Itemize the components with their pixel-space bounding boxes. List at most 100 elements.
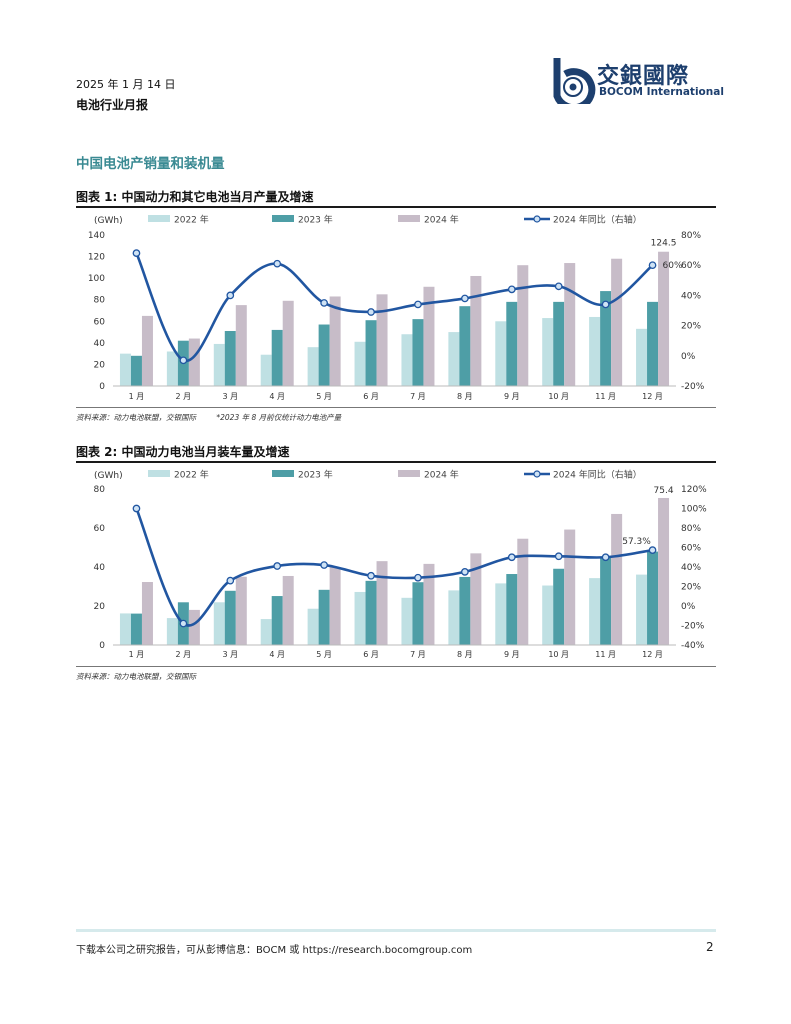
footer-divider <box>76 929 716 932</box>
y2-tick-label: 40% <box>681 291 701 301</box>
y-axis-unit-label: (GWh) <box>94 216 123 226</box>
y-tick-label: 0 <box>99 641 105 651</box>
footer-text: 下载本公司之研究报告，可从彭博信息：BOCM 或 https://researc… <box>76 945 473 956</box>
category-label: 12 月 <box>642 392 663 401</box>
bar-6月-0 <box>354 591 366 645</box>
bar-7月-1 <box>412 319 424 386</box>
bar-5月-2 <box>329 567 341 645</box>
yoy-point-7月 <box>414 573 422 582</box>
category-label: 1 月 <box>129 392 145 401</box>
bar-4月-1 <box>271 329 283 386</box>
figure-1-rule <box>76 206 716 208</box>
yoy-point-4月 <box>273 562 282 570</box>
bar-11月-1 <box>600 291 612 386</box>
figure-2-title: 图表 2: 中国动力电池当月装车量及增速 <box>76 445 290 459</box>
yoy-point-4月 <box>273 259 282 268</box>
category-label: 9 月 <box>504 650 520 659</box>
bar-7月-2 <box>423 286 435 386</box>
bar-4月-2 <box>282 575 294 645</box>
legend-swatch-2 <box>398 470 420 477</box>
yoy-point-10月 <box>554 282 563 291</box>
bar-5月-0 <box>307 347 319 386</box>
page-number: 2 <box>706 940 714 954</box>
report-date: 2025 年 1 月 14 日 <box>76 78 176 91</box>
bar-3月-1 <box>224 590 236 645</box>
y2-tick-label: 60% <box>681 261 701 271</box>
bar-11月-2 <box>611 258 623 386</box>
legend-label-3: 2024 年同比（右轴） <box>553 214 642 226</box>
legend-swatch-0 <box>148 215 170 222</box>
category-label: 8 月 <box>457 392 473 401</box>
yoy-point-3月 <box>226 291 235 300</box>
bar-10月-1 <box>553 301 565 386</box>
bar-1月-0 <box>119 353 131 386</box>
figure-1-chart: (GWh) 2022 年 2023 年 2024 年 2024 年同比（右轴） 0 20 40… <box>88 214 705 402</box>
y-tick-label: 20 <box>94 360 106 370</box>
bar-4月-0 <box>260 619 272 645</box>
figure-1-source-text: 资料来源：动力电池联盟，交银国际 <box>76 413 196 422</box>
y-tick-label: 60 <box>94 317 106 327</box>
bar-8月-1 <box>459 306 471 386</box>
bar-11月-0 <box>589 578 601 645</box>
bar-10月-2 <box>564 263 576 386</box>
bar-1月-0 <box>119 613 131 645</box>
bar-2月-0 <box>166 351 178 386</box>
category-label: 5 月 <box>316 392 332 401</box>
bar-1月-2 <box>141 315 153 386</box>
bar-9月-2 <box>517 265 529 386</box>
bar-1月-2 <box>141 582 153 645</box>
legend-label-2: 2024 年 <box>424 469 459 481</box>
y-tick-label: 20 <box>94 602 106 612</box>
bar-1月-1 <box>130 613 142 645</box>
bar-8月-0 <box>448 590 460 645</box>
bar-5月-2 <box>329 296 341 386</box>
bar-1月-1 <box>130 355 142 386</box>
y2-tick-label: 20% <box>681 322 701 332</box>
bar-4月-2 <box>282 300 294 386</box>
bar-4月-1 <box>271 596 283 645</box>
bar-2月-0 <box>166 618 178 645</box>
yoy-point-10月 <box>554 552 563 561</box>
bar-6月-2 <box>376 294 388 386</box>
y-tick-label: 40 <box>94 339 106 349</box>
y-tick-label: 120 <box>88 253 105 263</box>
y-tick-label: 80 <box>94 485 106 495</box>
yoy-point-8月 <box>461 294 469 303</box>
yoy-point-5月 <box>320 299 328 307</box>
bar-10月-0 <box>542 318 554 386</box>
bar-12月-2 <box>658 497 670 645</box>
bar-6月-1 <box>365 580 377 645</box>
bar-5月-1 <box>318 324 330 386</box>
category-label: 10 月 <box>548 392 569 401</box>
yoy-point-2月 <box>179 356 188 365</box>
bar-7月-2 <box>423 563 435 645</box>
category-label: 8 月 <box>457 650 473 659</box>
figure-1-bottom-rule <box>76 407 716 408</box>
bar-8月-0 <box>448 332 460 386</box>
legend-label-3: 2024 年同比（右轴） <box>553 469 642 481</box>
bar-7月-1 <box>412 582 424 645</box>
legend-swatch-2 <box>398 215 420 222</box>
y-tick-label: 60 <box>94 524 106 534</box>
yoy-point-12月 <box>648 546 657 554</box>
y2-tick-label: -40% <box>681 641 705 651</box>
category-label: 10 月 <box>548 650 569 659</box>
bar-2月-2 <box>188 338 200 386</box>
y2-tick-label: 20% <box>681 583 701 593</box>
bar-11月-2 <box>611 513 623 645</box>
yoy-point-11月 <box>601 553 610 562</box>
yoy-point-11月 <box>601 300 610 309</box>
y2-tick-label: 80% <box>681 524 701 534</box>
legend-swatch-1 <box>272 215 294 222</box>
yoy-point-6月 <box>367 571 375 580</box>
category-label: 12 月 <box>642 650 663 659</box>
figure-1-title: 图表 1: 中国动力和其它电池当月产量及增速 <box>76 190 314 204</box>
bar-3月-2 <box>235 576 247 645</box>
bar-9月-1 <box>506 574 518 645</box>
bar-8月-1 <box>459 576 471 645</box>
data-label: 124.5 <box>651 239 677 249</box>
category-label: 1 月 <box>129 650 145 659</box>
y2-tick-label: 80% <box>681 231 701 241</box>
legend-label-0: 2022 年 <box>174 214 209 226</box>
section-title: 中国电池产销量和装机量 <box>76 156 225 172</box>
